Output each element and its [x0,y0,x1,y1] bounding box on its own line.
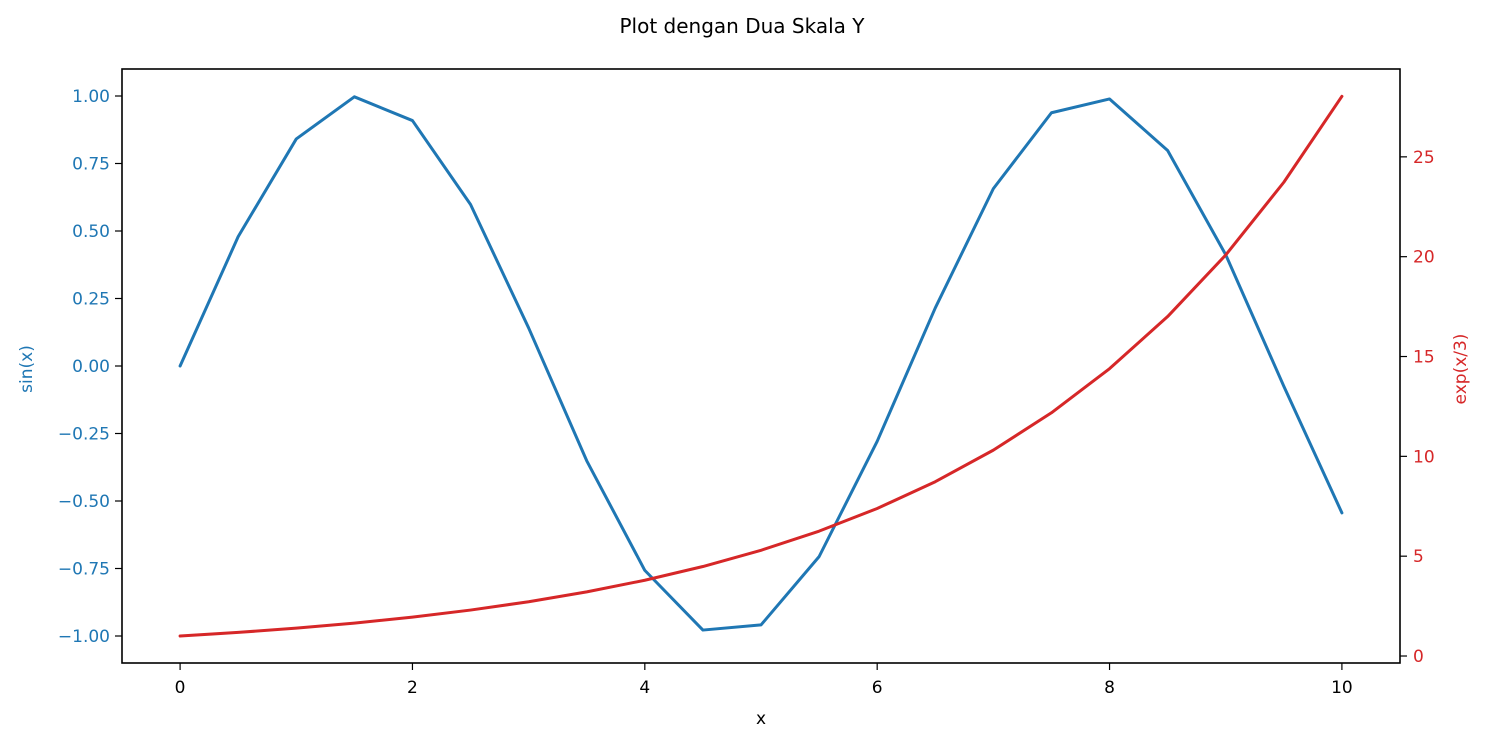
right-tick-label: 0 [1413,647,1424,667]
x-tick-label: 0 [175,678,186,698]
right-tick-label: 15 [1413,348,1435,368]
chart-title: Plot dengan Dua Skala Y [620,14,866,38]
x-tick-label: 2 [407,678,418,698]
x-tick-label: 4 [639,678,650,698]
right-tick-label: 25 [1413,148,1435,168]
left-tick-label: 0.25 [72,290,110,310]
plot-frame [121,68,1401,664]
left-tick-label: 0.50 [72,222,110,242]
left-tick-label: −0.50 [58,492,110,512]
x-tick-label: 6 [872,678,883,698]
right-tick-label: 5 [1413,547,1424,567]
right-tick-label: 20 [1413,248,1435,268]
left-tick-label: 0.75 [72,155,110,175]
left-tick-label: −0.25 [58,425,110,445]
left-tick-label: −0.75 [58,560,110,580]
right-y-axis: 25 20 15 10 5 0 [1400,148,1435,667]
x-tick-label: 10 [1331,678,1353,698]
left-tick-label: 1.00 [72,87,110,107]
x-axis-label: x [756,709,766,729]
sin-series-line [178,95,1344,632]
left-tick-label: −1.00 [58,627,110,647]
x-tick-label: 8 [1104,678,1115,698]
exp-series-line [178,94,1344,638]
series-layer [178,94,1344,638]
left-tick-label: 0.00 [72,357,110,377]
left-y-axis: 1.00 0.75 0.50 0.25 0.00 −0.25 −0.50 −0.75 −1.00 [58,87,122,647]
right-tick-label: 10 [1413,447,1435,467]
left-y-axis-label: sin(x) [17,345,37,393]
right-y-axis-label: exp(x/3) [1451,334,1471,405]
x-axis: 0 2 4 6 8 10 [175,663,1353,698]
